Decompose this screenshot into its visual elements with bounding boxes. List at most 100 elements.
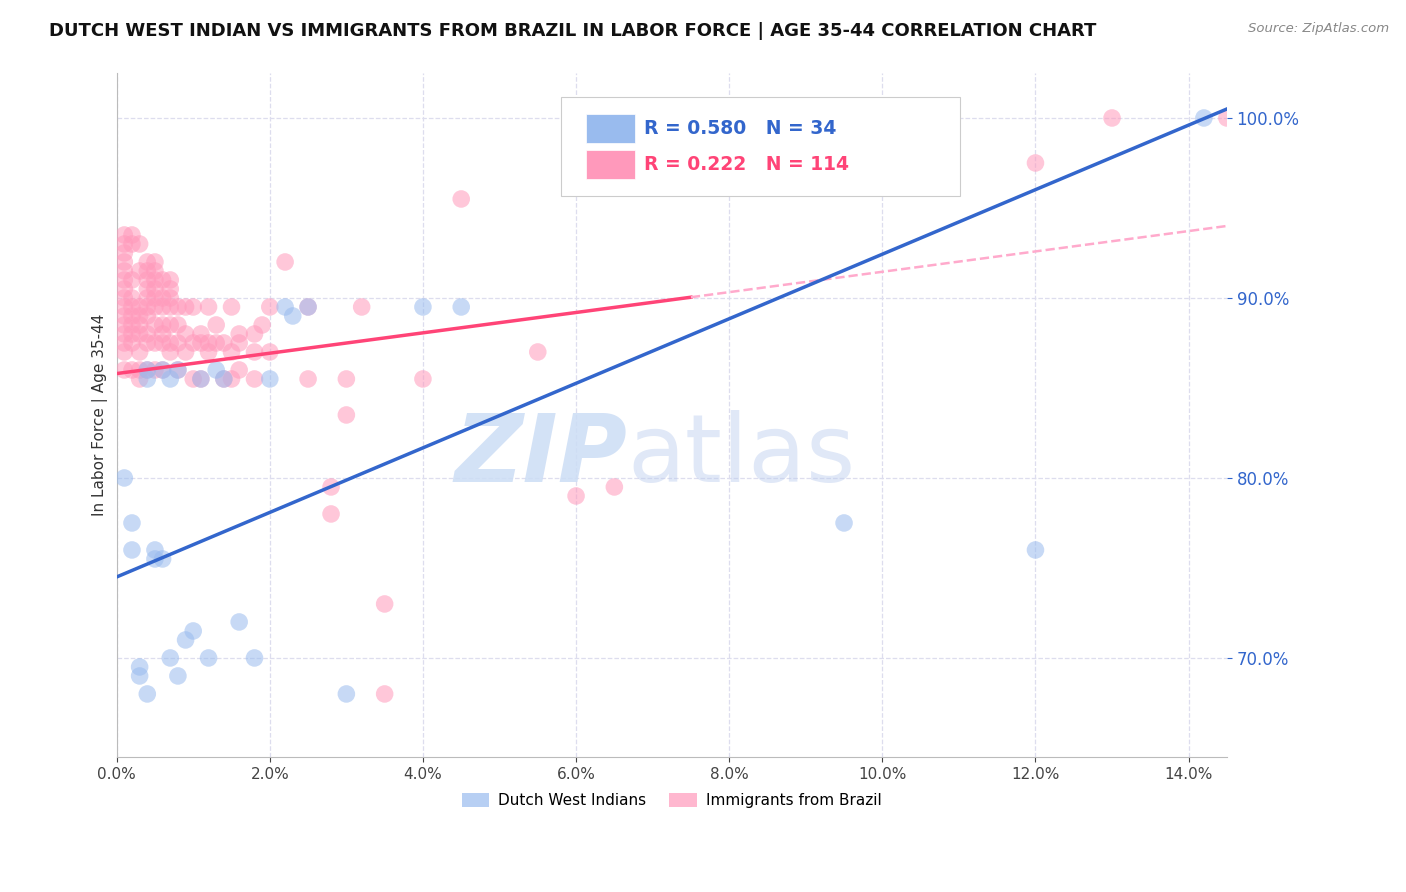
Legend: Dutch West Indians, Immigrants from Brazil: Dutch West Indians, Immigrants from Braz… (456, 787, 889, 814)
Point (128, 669, 150, 683)
Point (190, 372, 212, 386)
Point (1216, 111, 1239, 125)
Point (121, 326, 143, 341)
Point (212, 372, 235, 386)
Point (136, 363, 159, 377)
Point (128, 660, 150, 674)
Point (159, 318, 181, 332)
Point (181, 300, 204, 314)
Point (136, 291, 159, 305)
Point (121, 237, 143, 252)
Point (221, 345, 243, 359)
Point (112, 282, 135, 296)
Point (112, 227, 135, 242)
Point (190, 326, 212, 341)
Point (197, 300, 219, 314)
Text: DUTCH WEST INDIAN VS IMMIGRANTS FROM BRAZIL IN LABOR FORCE | AGE 35-44 CORRELATI: DUTCH WEST INDIAN VS IMMIGRANTS FROM BRA… (49, 22, 1097, 40)
Point (128, 326, 150, 341)
Point (159, 335, 181, 350)
Point (159, 282, 181, 296)
Point (136, 363, 159, 377)
Point (121, 516, 143, 530)
Point (159, 291, 181, 305)
Point (136, 687, 159, 701)
Point (159, 345, 181, 359)
Point (335, 687, 357, 701)
Point (450, 300, 472, 314)
Point (121, 291, 143, 305)
Point (259, 300, 281, 314)
Point (121, 363, 143, 377)
Point (1101, 111, 1123, 125)
Text: R = 0.580   N = 34: R = 0.580 N = 34 (644, 119, 837, 138)
Point (250, 318, 273, 332)
Point (143, 255, 166, 269)
Point (197, 345, 219, 359)
FancyBboxPatch shape (586, 150, 636, 179)
Point (143, 273, 166, 287)
Point (374, 597, 396, 611)
Point (565, 489, 588, 503)
Point (374, 687, 396, 701)
Point (243, 326, 266, 341)
Point (205, 363, 228, 377)
Point (112, 264, 135, 278)
Point (197, 335, 219, 350)
Point (335, 372, 357, 386)
Point (243, 345, 266, 359)
Point (136, 300, 159, 314)
Point (243, 372, 266, 386)
Point (152, 300, 174, 314)
Point (181, 624, 204, 638)
Point (190, 335, 212, 350)
Point (259, 345, 281, 359)
Point (159, 273, 181, 287)
Point (121, 543, 143, 558)
Point (159, 651, 181, 665)
Point (136, 372, 159, 386)
Point (412, 300, 434, 314)
Point (143, 282, 166, 296)
FancyBboxPatch shape (561, 97, 960, 196)
Point (128, 372, 150, 386)
Point (152, 363, 174, 377)
Point (243, 651, 266, 665)
Point (128, 237, 150, 252)
Point (121, 227, 143, 242)
Point (228, 363, 250, 377)
Point (450, 192, 472, 206)
Point (112, 291, 135, 305)
FancyBboxPatch shape (586, 114, 636, 143)
Point (603, 480, 626, 494)
Point (297, 372, 319, 386)
Point (152, 291, 174, 305)
Point (221, 300, 243, 314)
Point (143, 552, 166, 566)
Point (143, 335, 166, 350)
Point (174, 300, 197, 314)
Point (143, 264, 166, 278)
Point (143, 318, 166, 332)
Point (128, 264, 150, 278)
Point (1024, 543, 1046, 558)
Point (297, 300, 319, 314)
Point (281, 309, 304, 323)
Point (174, 632, 197, 647)
Point (181, 335, 204, 350)
Point (136, 264, 159, 278)
Point (152, 318, 174, 332)
Point (197, 651, 219, 665)
Point (152, 273, 174, 287)
Point (121, 309, 143, 323)
Point (297, 300, 319, 314)
Point (121, 335, 143, 350)
Point (128, 309, 150, 323)
Point (205, 318, 228, 332)
Point (112, 326, 135, 341)
Text: R = 0.222   N = 114: R = 0.222 N = 114 (644, 155, 849, 174)
Point (205, 335, 228, 350)
Point (112, 309, 135, 323)
Point (112, 273, 135, 287)
Text: ZIP: ZIP (454, 410, 627, 502)
Point (136, 255, 159, 269)
